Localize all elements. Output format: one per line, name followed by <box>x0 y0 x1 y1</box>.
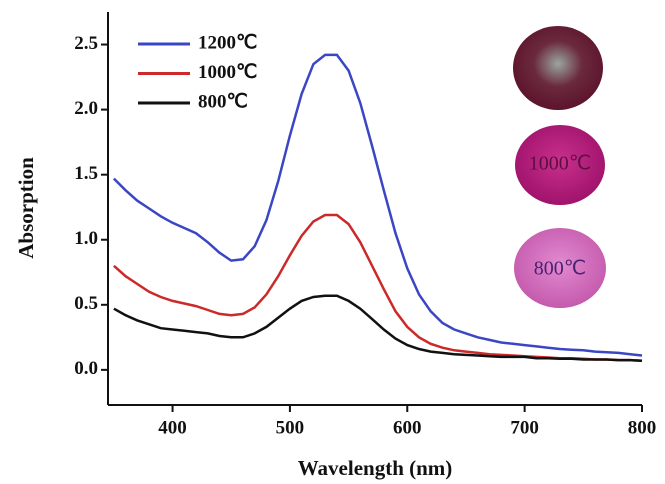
photo-label: 1000℃ <box>529 153 591 175</box>
y-tick-label: 2.5 <box>74 33 98 54</box>
y-tick-label: 1.0 <box>74 228 98 249</box>
x-tick-label: 600 <box>393 417 422 438</box>
y-axis-title: Absorption <box>14 157 38 259</box>
legend-label: 800℃ <box>198 91 248 112</box>
y-tick-label: 0.0 <box>74 358 98 379</box>
legend-label: 1000℃ <box>198 62 257 83</box>
x-tick-label: 500 <box>276 417 305 438</box>
sample-photo <box>513 26 603 110</box>
y-tick-label: 1.5 <box>74 163 98 184</box>
y-tick-label: 0.5 <box>74 293 98 314</box>
y-tick-label: 2.0 <box>74 98 98 119</box>
x-tick-label: 800 <box>628 417 657 438</box>
photo-label: 800℃ <box>534 258 586 280</box>
x-axis-title: Wavelength (nm) <box>298 456 453 480</box>
x-tick-label: 700 <box>510 417 539 438</box>
legend-label: 1200℃ <box>198 32 257 53</box>
chart: 1000℃ 800℃ Wavelength (nm) Absorption 0.… <box>0 0 665 484</box>
x-tick-label: 400 <box>158 417 187 438</box>
